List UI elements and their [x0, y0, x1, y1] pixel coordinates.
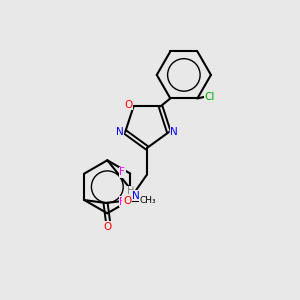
Text: O: O	[124, 100, 132, 110]
Text: CH₃: CH₃	[139, 196, 156, 205]
Text: N: N	[116, 127, 124, 137]
Text: F: F	[119, 196, 125, 206]
Text: H: H	[127, 186, 134, 196]
Text: O: O	[123, 196, 131, 206]
Text: O: O	[104, 222, 112, 232]
Text: F: F	[119, 167, 125, 177]
Text: N: N	[170, 127, 178, 137]
Text: N: N	[132, 191, 140, 201]
Text: Cl: Cl	[205, 92, 215, 102]
